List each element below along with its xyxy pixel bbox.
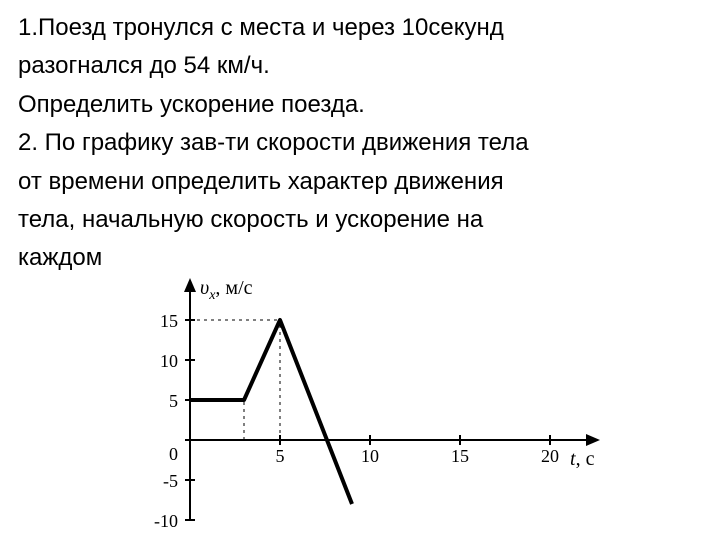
x-axis-label: t, с [570, 448, 595, 470]
problem-2-line-1: 2. По графику зав-ти скорости движения т… [18, 127, 702, 159]
x-tick-5: 5 [276, 446, 285, 466]
x-tick-10: 10 [361, 446, 379, 466]
y-tick-10: 10 [160, 351, 178, 371]
y-tick-neg10: -10 [154, 511, 178, 530]
problem-1-line-3: Определить ускорение поезда. [18, 89, 702, 121]
problem-1-line-2: разогнался до 54 км/ч. [18, 50, 702, 82]
velocity-chart: 15 10 5 0 -5 -10 5 10 15 20 υx, м/с t, с [130, 270, 610, 530]
y-tick-neg5: -5 [163, 471, 178, 491]
problem-2-line-2: от времени определить характер движения [18, 166, 702, 198]
y-tick-15: 15 [160, 311, 178, 331]
problem-2-line-3: тела, начальную скорость и ускорение на [18, 204, 702, 236]
x-tick-20: 20 [541, 446, 559, 466]
y-tick-0: 0 [169, 444, 178, 464]
x-tick-15: 15 [451, 446, 469, 466]
problem-1-line-1: 1.Поезд тронулся с места и через 10секун… [18, 12, 702, 44]
y-axis-label: υx, м/с [200, 277, 253, 303]
y-tick-5: 5 [169, 391, 178, 411]
